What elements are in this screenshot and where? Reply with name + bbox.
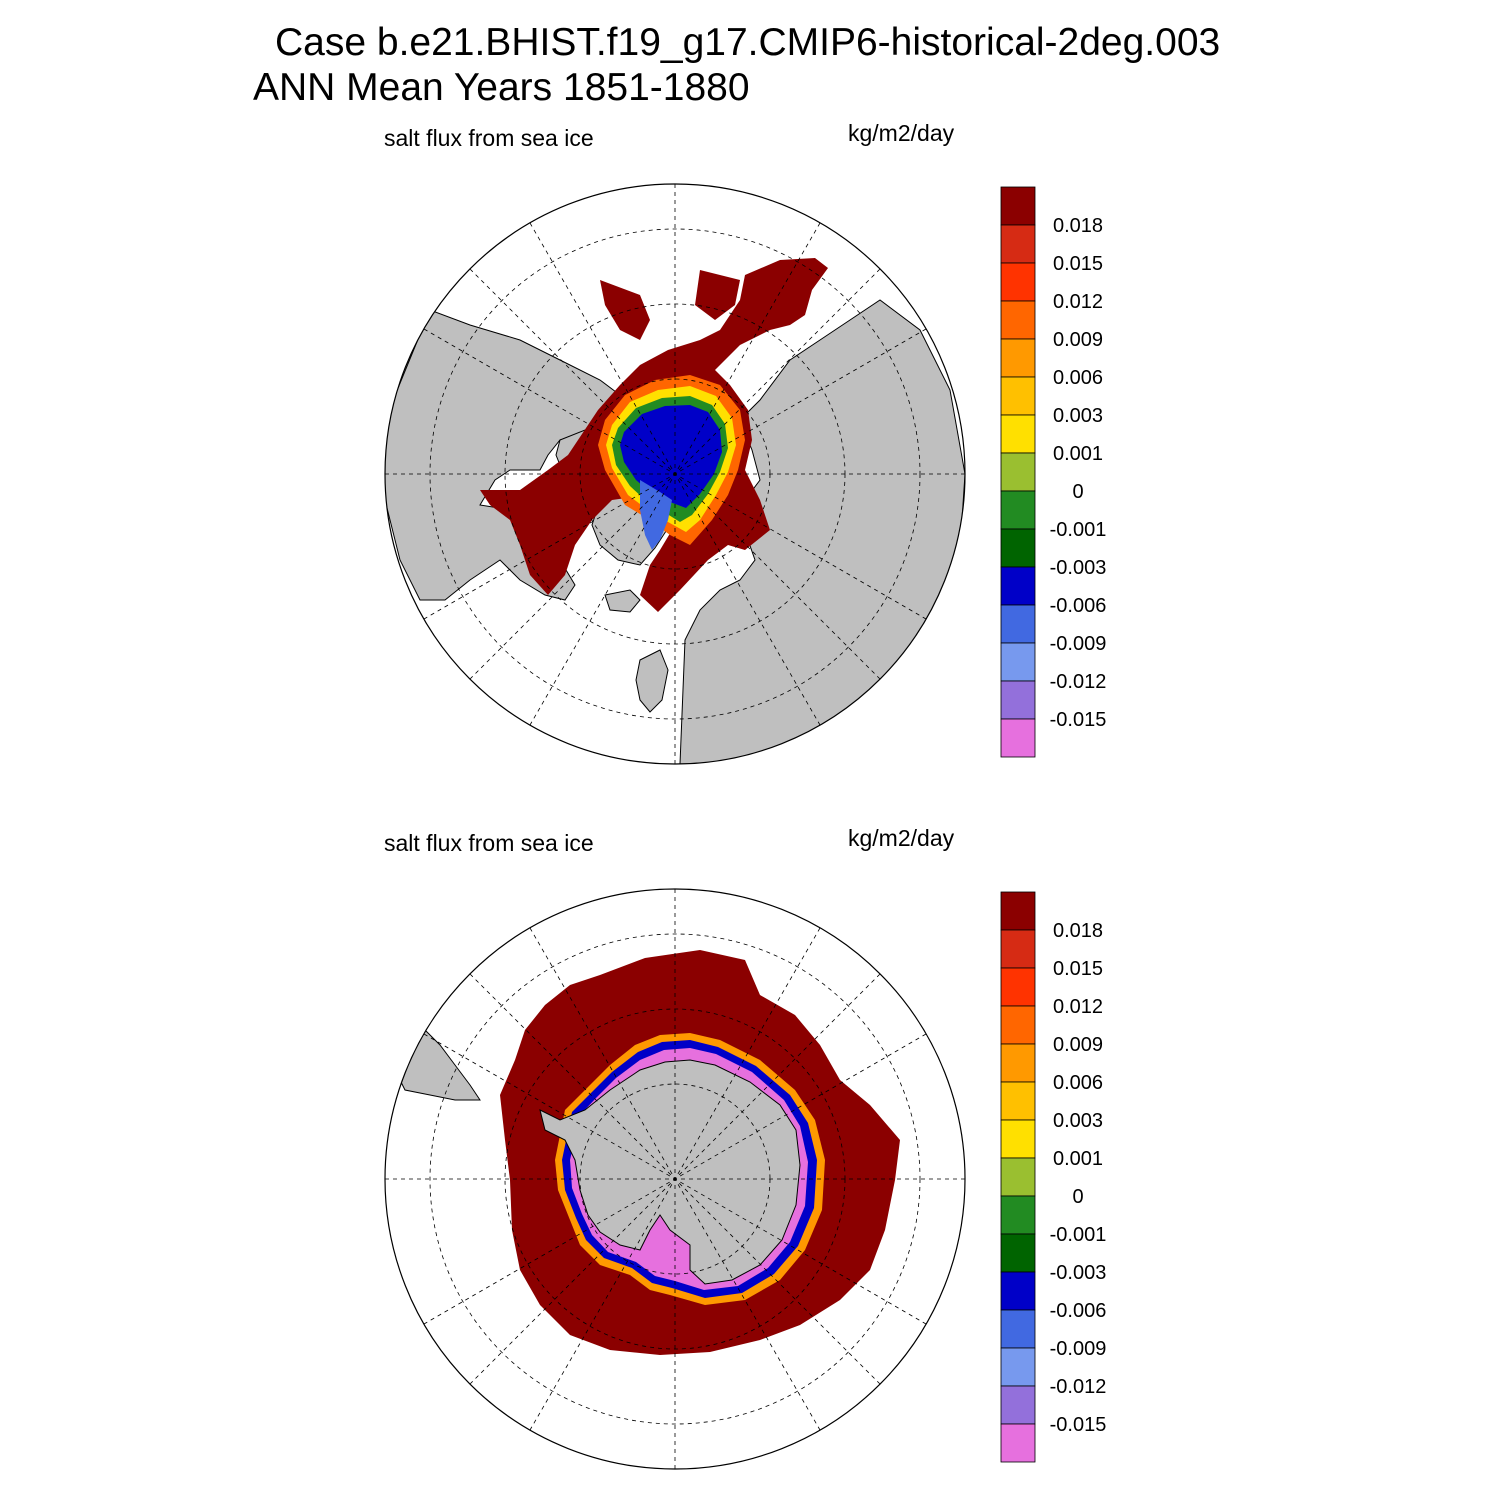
north-colorbar-swatch xyxy=(1000,566,1036,606)
south-map-border xyxy=(384,888,966,1470)
north-colorbar-swatch xyxy=(1000,528,1036,568)
south-colorbar-swatch xyxy=(1000,1347,1036,1387)
north-flux-bering-strip xyxy=(695,270,740,320)
south-colorbar-tick-label: 0.018 xyxy=(1053,920,1103,942)
north-colorbar-swatch xyxy=(1000,642,1036,682)
north-polar-map xyxy=(384,183,966,765)
south-colorbar-swatch xyxy=(1000,1005,1036,1045)
antarctica-landmass xyxy=(539,1059,801,1285)
south-panel-units-label: kg/m2/day xyxy=(848,825,955,851)
north-colorbar-swatch xyxy=(1000,300,1036,340)
south-graticule xyxy=(385,889,965,1469)
north-flux-light-blue-edge xyxy=(640,480,672,550)
north-colorbar-tick-label: 0.018 xyxy=(1053,215,1103,237)
north-colorbar-swatch xyxy=(1000,680,1036,720)
north-colorbar-swatch xyxy=(1000,376,1036,416)
iceland-landmass xyxy=(604,589,641,613)
south-colorbar-swatch xyxy=(1000,967,1036,1007)
south-colorbar-tick-label: 0.003 xyxy=(1053,1110,1103,1132)
south-panel-variable-label: salt flux from sea ice xyxy=(384,830,594,856)
south-colorbar-tick-label: 0.015 xyxy=(1053,958,1103,980)
north-colorbar-swatch xyxy=(1000,490,1036,530)
south-colorbar-swatch xyxy=(1000,891,1036,931)
south-colorbar-tick-label: 0.012 xyxy=(1053,996,1103,1018)
south-colorbar-tick-label: -0.012 xyxy=(1050,1376,1107,1398)
north-colorbar-tick-label: -0.009 xyxy=(1050,633,1107,655)
north-colorbar: 0.018 0.015 0.012 0.009 0.006 0.003 0.001 0 -0.0… xyxy=(1000,186,1107,758)
south-colorbar-swatch xyxy=(1000,1271,1036,1311)
south-colorbar-swatch xyxy=(1000,1385,1036,1425)
north-colorbar-tick-label: -0.006 xyxy=(1050,595,1107,617)
south-colorbar-tick-label: 0 xyxy=(1072,1186,1083,1208)
north-graticule xyxy=(385,184,965,764)
north-panel-units-label: kg/m2/day xyxy=(848,120,955,146)
north-colorbar-swatch xyxy=(1000,186,1036,226)
south-colorbar-swatch xyxy=(1000,1043,1036,1083)
south-colorbar-tick-label: -0.009 xyxy=(1050,1338,1107,1360)
south-colorbar-swatch xyxy=(1000,1119,1036,1159)
south-colorbar-tick-label: -0.015 xyxy=(1050,1414,1107,1436)
north-flux-negative-core xyxy=(620,405,722,508)
north-colorbar-tick-label: 0.001 xyxy=(1053,443,1103,465)
north-colorbar-tick-label: 0.003 xyxy=(1053,405,1103,427)
south-colorbar-tick-label: 0.006 xyxy=(1053,1072,1103,1094)
north-colorbar-swatch xyxy=(1000,452,1036,492)
north-colorbar-tick-label: -0.001 xyxy=(1050,519,1107,541)
british-isles xyxy=(635,649,669,713)
south-colorbar-swatch xyxy=(1000,1081,1036,1121)
south-colorbar-swatch xyxy=(1000,1423,1036,1463)
north-colorbar-swatch xyxy=(1000,262,1036,302)
north-flux-baffin-strip xyxy=(600,280,650,340)
north-colorbar-tick-label: -0.012 xyxy=(1050,671,1107,693)
north-colorbar-tick-label: 0.009 xyxy=(1053,329,1103,351)
north-panel-variable-label: salt flux from sea ice xyxy=(384,125,594,151)
south-polar-map xyxy=(384,888,966,1470)
north-colorbar-tick-label: -0.003 xyxy=(1050,557,1107,579)
title-period-line: ANN Mean Years 1851-1880 xyxy=(253,66,750,109)
north-colorbar-swatch xyxy=(1000,224,1036,264)
north-colorbar-swatch xyxy=(1000,414,1036,454)
south-colorbar-tick-label: -0.003 xyxy=(1050,1262,1107,1284)
north-colorbar-tick-label: -0.015 xyxy=(1050,709,1107,731)
south-colorbar-tick-label: -0.001 xyxy=(1050,1224,1107,1246)
south-colorbar-swatch xyxy=(1000,1233,1036,1273)
south-colorbar-swatch xyxy=(1000,1157,1036,1197)
north-map-border xyxy=(384,183,966,765)
title-case-line: Case b.e21.BHIST.f19_g17.CMIP6-historica… xyxy=(275,21,1221,64)
south-colorbar-swatch xyxy=(1000,929,1036,969)
north-colorbar-swatch xyxy=(1000,604,1036,644)
north-colorbar-tick-label: 0 xyxy=(1072,481,1083,503)
north-colorbar-swatch xyxy=(1000,338,1036,378)
south-colorbar: 0.018 0.015 0.012 0.009 0.006 0.003 0.001 0 -0.0… xyxy=(1000,891,1107,1463)
north-colorbar-tick-label: 0.006 xyxy=(1053,367,1103,389)
north-colorbar-swatch xyxy=(1000,718,1036,758)
south-colorbar-swatch xyxy=(1000,1309,1036,1349)
south-colorbar-tick-label: 0.009 xyxy=(1053,1034,1103,1056)
south-colorbar-tick-label: -0.006 xyxy=(1050,1300,1107,1322)
north-colorbar-tick-label: 0.015 xyxy=(1053,253,1103,275)
south-colorbar-swatch xyxy=(1000,1195,1036,1235)
north-colorbar-tick-label: 0.012 xyxy=(1053,291,1103,313)
south-colorbar-tick-label: 0.001 xyxy=(1053,1148,1103,1170)
